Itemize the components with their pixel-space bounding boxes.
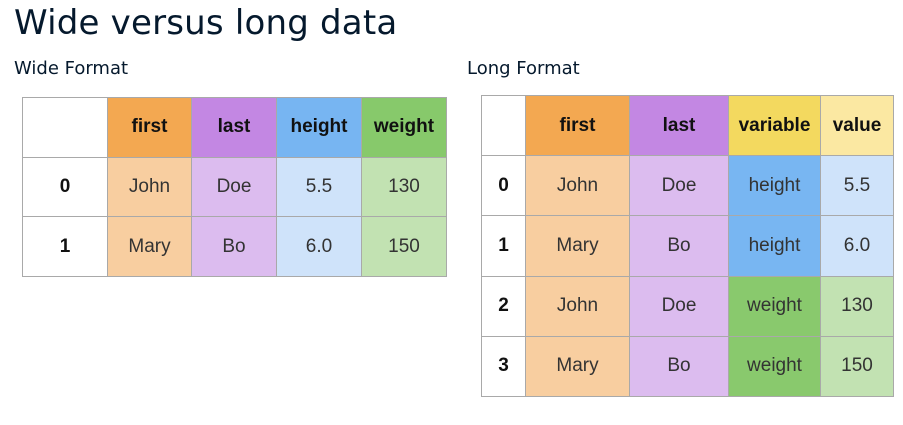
height-cell: 6.0 <box>276 216 362 278</box>
value-cell: 150 <box>820 335 894 397</box>
long-format-label: Long Format <box>467 58 580 79</box>
column-header-last: last <box>629 94 729 157</box>
last-cell: Doe <box>629 155 729 217</box>
last-cell: Bo <box>191 216 277 278</box>
height-cell: 5.5 <box>276 156 362 218</box>
weight-cell: 150 <box>361 216 447 278</box>
variable-cell: weight <box>728 275 821 337</box>
first-cell: John <box>525 275 630 337</box>
variable-cell: height <box>728 215 821 277</box>
column-header-height: height <box>276 97 362 158</box>
first-cell: Mary <box>525 215 630 277</box>
first-cell: Mary <box>525 335 630 397</box>
table-row: 0 John Doe height 5.5 <box>481 155 894 217</box>
variable-cell: height <box>728 155 821 217</box>
column-header-last: last <box>191 97 277 158</box>
index-header-cell <box>481 94 526 157</box>
table-header-row: first last variable value <box>481 94 894 157</box>
column-header-weight: weight <box>361 97 447 158</box>
row-index: 0 <box>481 155 526 217</box>
table-row: 1 Mary Bo 6.0 150 <box>22 216 447 278</box>
value-cell: 6.0 <box>820 215 894 277</box>
column-header-value: value <box>820 94 894 157</box>
column-header-first: first <box>107 97 192 158</box>
variable-cell: weight <box>728 335 821 397</box>
row-index: 1 <box>481 215 526 277</box>
weight-cell: 130 <box>361 156 447 218</box>
page-title: Wide versus long data <box>14 3 398 43</box>
table-row: 2 John Doe weight 130 <box>481 275 894 337</box>
row-index: 2 <box>481 275 526 337</box>
row-index: 3 <box>481 335 526 397</box>
value-cell: 130 <box>820 275 894 337</box>
last-cell: Bo <box>629 215 729 277</box>
wide-format-label: Wide Format <box>14 58 129 79</box>
column-header-first: first <box>525 94 630 157</box>
table-row: 3 Mary Bo weight 150 <box>481 335 894 397</box>
first-cell: John <box>107 156 192 218</box>
wide-format-table: first last height weight 0 John Doe 5.5 … <box>22 97 447 278</box>
value-cell: 5.5 <box>820 155 894 217</box>
table-header-row: first last height weight <box>22 97 447 158</box>
row-index: 0 <box>22 156 108 218</box>
table-row: 0 John Doe 5.5 130 <box>22 156 447 218</box>
first-cell: Mary <box>107 216 192 278</box>
last-cell: Doe <box>191 156 277 218</box>
row-index: 1 <box>22 216 108 278</box>
table-row: 1 Mary Bo height 6.0 <box>481 215 894 277</box>
long-format-table: first last variable value 0 John Doe hei… <box>481 94 894 397</box>
last-cell: Bo <box>629 335 729 397</box>
first-cell: John <box>525 155 630 217</box>
column-header-variable: variable <box>728 94 821 157</box>
last-cell: Doe <box>629 275 729 337</box>
index-header-cell <box>22 97 108 158</box>
